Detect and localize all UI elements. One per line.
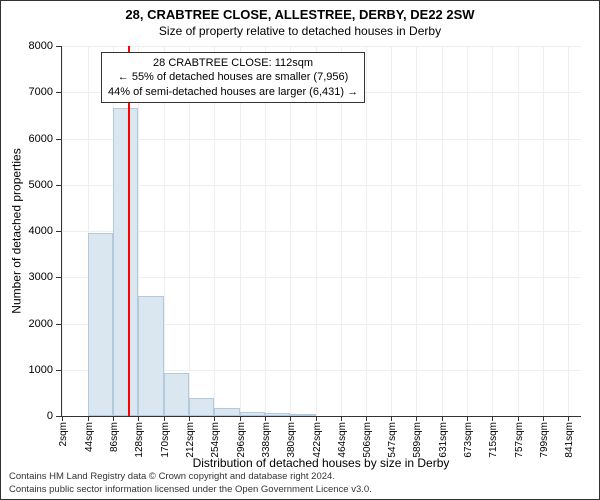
xtick-label: 86sqm bbox=[109, 422, 120, 452]
xtick-label: 128sqm bbox=[134, 422, 145, 458]
ytick-label: 4000 bbox=[29, 225, 61, 237]
xtick-label: 338sqm bbox=[261, 422, 272, 458]
xtick-label: 44sqm bbox=[84, 422, 95, 452]
annotation-line: 28 CRABTREE CLOSE: 112sqm bbox=[108, 56, 358, 70]
xtick-label: 2sqm bbox=[58, 422, 69, 446]
footer-copyright-1: Contains HM Land Registry data © Crown c… bbox=[9, 471, 591, 482]
histogram-bar bbox=[138, 296, 163, 416]
ytick-label: 2000 bbox=[29, 318, 61, 330]
xtick-label: 673sqm bbox=[463, 422, 474, 458]
histogram-bar bbox=[88, 233, 113, 416]
xtick-label: 296sqm bbox=[236, 422, 247, 458]
histogram-bar bbox=[164, 373, 189, 416]
xtick-label: 547sqm bbox=[387, 422, 398, 458]
gridline-v bbox=[568, 46, 569, 416]
ytick-label: 6000 bbox=[29, 133, 61, 145]
xtick-label: 380sqm bbox=[286, 422, 297, 458]
xtick-label: 715sqm bbox=[488, 422, 499, 458]
ytick-label: 3000 bbox=[29, 271, 61, 283]
xtick-label: 422sqm bbox=[312, 422, 323, 458]
gridline-v bbox=[416, 46, 417, 416]
gridline-v bbox=[543, 46, 544, 416]
gridline-v bbox=[62, 46, 63, 416]
histogram-bar bbox=[189, 398, 214, 417]
ytick-label: 0 bbox=[47, 410, 61, 422]
gridline-v bbox=[518, 46, 519, 416]
xtick-label: 212sqm bbox=[185, 422, 196, 458]
gridline-v bbox=[442, 46, 443, 416]
xtick-label: 506sqm bbox=[362, 422, 373, 458]
xtick-label: 799sqm bbox=[539, 422, 550, 458]
xtick-label: 757sqm bbox=[514, 422, 525, 458]
annotation-line: ← 55% of detached houses are smaller (7,… bbox=[108, 70, 358, 84]
xtick-label: 464sqm bbox=[337, 422, 348, 458]
gridline-v bbox=[391, 46, 392, 416]
annotation-line: 44% of semi-detached houses are larger (… bbox=[108, 85, 358, 99]
gridline-v bbox=[492, 46, 493, 416]
y-axis-label: Number of detached properties bbox=[7, 46, 27, 416]
gridline-v bbox=[467, 46, 468, 416]
histogram-bar bbox=[214, 408, 239, 416]
ytick-label: 5000 bbox=[29, 179, 61, 191]
xtick-label: 589sqm bbox=[412, 422, 423, 458]
x-axis-label: Distribution of detached houses by size … bbox=[61, 456, 581, 470]
xtick-label: 631sqm bbox=[438, 422, 449, 458]
footer-copyright-2: Contains public sector information licen… bbox=[9, 484, 591, 495]
x-axis bbox=[61, 416, 581, 417]
reference-annotation: 28 CRABTREE CLOSE: 112sqm ← 55% of detac… bbox=[101, 52, 365, 103]
chart-subtitle: Size of property relative to detached ho… bbox=[1, 22, 599, 42]
xtick-label: 170sqm bbox=[160, 422, 171, 458]
histogram-chart: 28, CRABTREE CLOSE, ALLESTREE, DERBY, DE… bbox=[1, 1, 599, 499]
ytick-label: 1000 bbox=[29, 364, 61, 376]
gridline-v bbox=[366, 46, 367, 416]
y-axis bbox=[61, 46, 62, 416]
ytick-label: 8000 bbox=[29, 40, 61, 52]
plot-area: 0100020003000400050006000700080002sqm44s… bbox=[61, 46, 581, 416]
xtick-label: 841sqm bbox=[564, 422, 575, 458]
xtick-label: 254sqm bbox=[210, 422, 221, 458]
ytick-label: 7000 bbox=[29, 86, 61, 98]
histogram-bar bbox=[113, 108, 138, 416]
chart-title: 28, CRABTREE CLOSE, ALLESTREE, DERBY, DE… bbox=[1, 1, 599, 22]
